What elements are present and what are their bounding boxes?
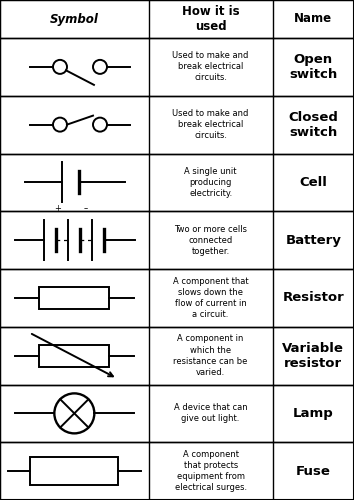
Bar: [0, 442, 354, 500]
Text: Cell: Cell: [299, 176, 327, 189]
Text: A single unit
producing
electricity.: A single unit producing electricity.: [184, 167, 237, 198]
Bar: [0, 327, 354, 384]
Text: A component in
which the
resistance can be
varied.: A component in which the resistance can …: [173, 334, 248, 377]
Text: Used to make and
break electrical
circuits.: Used to make and break electrical circui…: [172, 109, 249, 140]
Bar: [0, 0, 354, 38]
Bar: [30, 457, 118, 485]
Bar: [0, 96, 354, 154]
Text: –: –: [83, 204, 87, 214]
Text: Two or more cells
connected
together.: Two or more cells connected together.: [174, 224, 247, 256]
Text: A component
that protects
equipment from
electrical surges.: A component that protects equipment from…: [175, 450, 247, 492]
Text: Name: Name: [294, 12, 332, 26]
Bar: [0, 384, 354, 442]
Text: Battery: Battery: [285, 234, 341, 246]
Text: Open
switch: Open switch: [289, 53, 337, 81]
Text: Closed
switch: Closed switch: [289, 110, 338, 138]
Text: A device that can
give out light.: A device that can give out light.: [174, 404, 247, 423]
Bar: [39, 287, 109, 309]
Text: A component that
slows down the
flow of current in
a circuit.: A component that slows down the flow of …: [173, 276, 249, 319]
Text: +: +: [54, 204, 61, 214]
Text: Symbol: Symbol: [50, 12, 99, 26]
Text: Used to make and
break electrical
circuits.: Used to make and break electrical circui…: [172, 52, 249, 82]
Bar: [0, 154, 354, 211]
Bar: [0, 211, 354, 269]
Text: Lamp: Lamp: [293, 407, 334, 420]
Bar: [39, 344, 109, 366]
Bar: [0, 38, 354, 96]
Text: Variable
resistor: Variable resistor: [282, 342, 344, 369]
Text: How it is
used: How it is used: [182, 5, 239, 33]
Text: Fuse: Fuse: [296, 464, 331, 477]
Text: Resistor: Resistor: [282, 292, 344, 304]
Bar: [0, 269, 354, 327]
